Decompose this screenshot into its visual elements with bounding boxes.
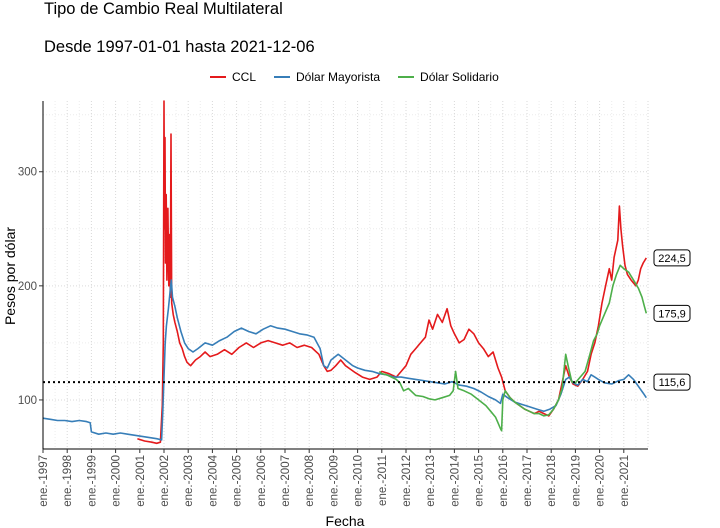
y-axis-title: Pesos por dólar (2, 227, 18, 325)
legend-item-ccl: CCL (210, 70, 256, 84)
chart-title: Tipo de Cambio Real Multilateral (44, 0, 283, 18)
y-tick-label: 100 (18, 395, 37, 407)
legend-label-ccl: CCL (232, 70, 257, 84)
x-tick-label: ene.-2008 (304, 455, 316, 507)
x-tick-label: ene.-2015 (474, 455, 486, 507)
legend-label-mayorista: Dólar Mayorista (296, 70, 381, 84)
x-tick-label: ene.-2021 (619, 455, 631, 507)
x-tick-label: ene.-2016 (498, 455, 510, 507)
legend: CCL Dólar Mayorista Dólar Solidario (210, 70, 499, 84)
x-tick-label: ene.-2002 (159, 455, 171, 507)
end-label-text: 175,9 (658, 308, 686, 320)
x-tick-label: ene.-1999 (86, 455, 98, 507)
legend-key-mayorista (274, 76, 291, 78)
end-label: 115,6 (653, 373, 691, 391)
x-tick-label: ene.-2019 (570, 455, 582, 507)
end-labels: 224,5 175,9 115,6 (653, 249, 691, 391)
legend-item-mayorista: Dólar Mayorista (274, 70, 380, 84)
x-tick-label: ene.-2011 (377, 455, 389, 506)
series-line-0 (137, 100, 647, 445)
x-tick-label: ene.-2005 (232, 455, 244, 507)
x-tick-label: ene.-2014 (449, 454, 461, 506)
series-line-2 (378, 264, 648, 432)
x-tick-label: ene.-2010 (353, 455, 365, 507)
end-label: 175,9 (653, 304, 691, 322)
x-tick-label: ene.-2017 (522, 455, 534, 507)
end-label-box (653, 304, 691, 322)
legend-key-ccl (210, 76, 226, 78)
x-tick-label: ene.-1997 (38, 455, 50, 507)
x-tick-label: ene.-2009 (328, 455, 340, 507)
legend-label-solidario: Dólar Solidario (420, 70, 499, 84)
x-tick-label: ene.-2000 (111, 455, 123, 507)
x-tick-label: ene.-1998 (62, 455, 74, 507)
grid (42, 101, 649, 449)
series-layer (42, 100, 648, 445)
x-tick-label: ene.-2020 (595, 455, 607, 507)
series-line-1 (42, 279, 647, 441)
end-label-text: 115,6 (659, 377, 686, 389)
end-label-text: 224,5 (658, 253, 686, 265)
x-tick-label: ene.-2007 (280, 455, 292, 507)
legend-key-solidario (398, 76, 415, 78)
y-tick-label: 200 (18, 281, 37, 293)
x-tick-label: ene.-2003 (183, 455, 195, 507)
x-tick-label: ene.-2004 (207, 454, 219, 506)
y-tick-label: 300 (18, 167, 37, 179)
chart-subtitle: Desde 1997-01-01 hasta 2021-12-06 (44, 38, 315, 56)
x-tick-label: ene.-2018 (546, 455, 558, 507)
x-tick-label: ene.-2013 (425, 455, 437, 507)
legend-item-solidario: Dólar Solidario (398, 70, 499, 84)
axes: 100 200 300 ene.-1997 ene.-1998 ene.-1999 ene.… (18, 101, 648, 507)
x-axis-title: Fecha (326, 513, 365, 528)
x-tick-label: ene.-2006 (256, 455, 268, 507)
x-tick-label: ene.-2001 (135, 455, 147, 507)
x-tick-label: ene.-2012 (401, 455, 413, 507)
end-label-box (653, 249, 691, 267)
end-label-box (653, 373, 691, 391)
end-label: 224,5 (653, 249, 691, 267)
